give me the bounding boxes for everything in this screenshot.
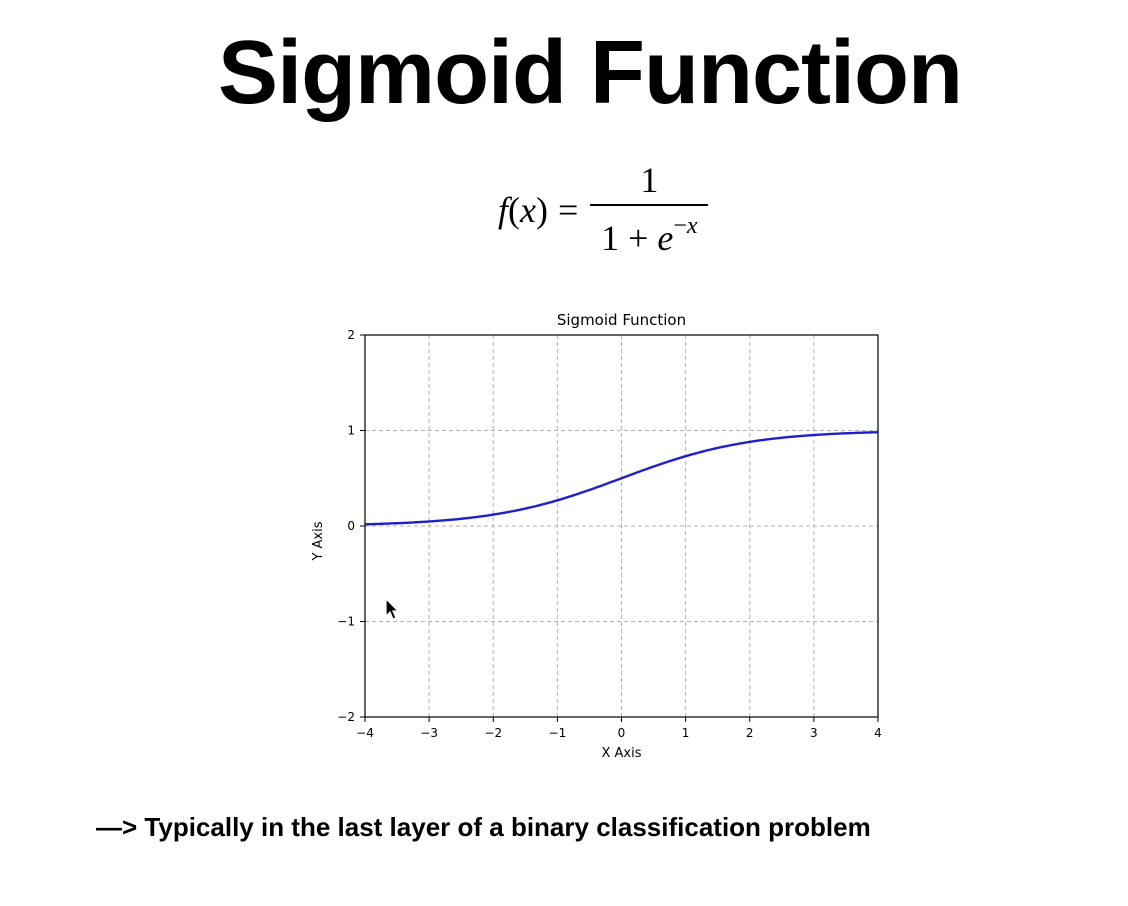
formula-denominator: 1 + e−x — [601, 213, 698, 258]
x-tick-label: 0 — [618, 726, 626, 740]
x-tick-label: −1 — [549, 726, 567, 740]
grid-lines — [364, 334, 879, 718]
y-tick-label: 1 — [347, 424, 355, 438]
x-tick-label: 3 — [810, 726, 818, 740]
formula-lhs: f(x) — [498, 190, 548, 230]
x-tick-label: 2 — [746, 726, 754, 740]
slide-title: Sigmoid Function — [218, 23, 963, 123]
x-tick-label: 1 — [682, 726, 690, 740]
x-tick-label: −3 — [420, 726, 438, 740]
y-tick-label: 2 — [347, 328, 355, 342]
x-tick-label: 4 — [874, 726, 882, 740]
sigmoid-curve — [364, 431, 879, 526]
y-tick-label: 0 — [347, 519, 355, 533]
y-axis-label: Y Axis — [311, 521, 326, 561]
footnote: —> Typically in the last layer of a bina… — [96, 812, 871, 842]
x-tick-label: −2 — [484, 726, 502, 740]
mouse-pointer-icon — [385, 598, 400, 620]
x-axis-label: X Axis — [601, 746, 641, 761]
chart-title: Sigmoid Function — [557, 311, 686, 329]
formula-numerator: 1 — [640, 160, 659, 200]
y-tick-label: −2 — [337, 710, 355, 724]
axis-ticks: −4 −3 −2 −1 0 1 2 3 4 −2 −1 0 1 2 — [337, 328, 882, 740]
fraction-bar — [590, 204, 709, 206]
x-tick-label: −4 — [356, 726, 374, 740]
y-tick-label: −1 — [337, 615, 355, 629]
formula-equals: = — [558, 190, 579, 230]
formula-fraction: 1 1 + e−x — [590, 160, 709, 260]
sigmoid-formula: f(x) = 1 1 + e−x — [498, 160, 709, 260]
